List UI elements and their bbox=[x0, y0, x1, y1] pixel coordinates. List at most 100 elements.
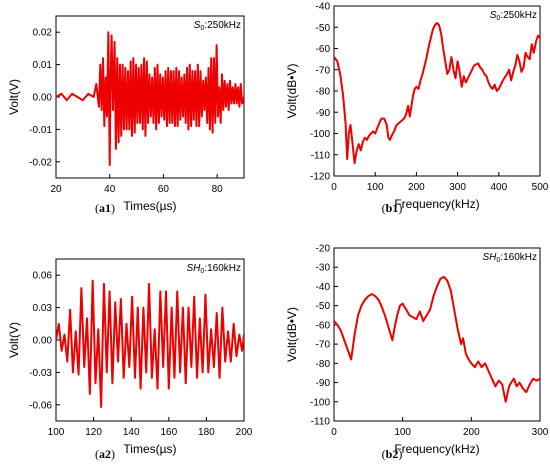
caption-letter: b bbox=[386, 447, 393, 461]
y-tick-label: 0.01 bbox=[33, 60, 53, 71]
y-tick-label: -90 bbox=[316, 378, 331, 389]
x-tick-label: 300 bbox=[449, 182, 466, 193]
caption-open: ( bbox=[382, 447, 386, 461]
x-tick-label: 0 bbox=[331, 182, 337, 193]
chart-a1: 20 40 60 80 -0.02 -0.01 0.00 0.01 0.02 Times(µs) V… bbox=[7, 15, 245, 215]
x-axis-label: Times(µs) bbox=[123, 442, 176, 456]
x-tick-label: 100 bbox=[367, 182, 384, 193]
chart-b1: 0 100 200 300 400 500 -120 -110 -100 -90 -80 -70 -60… bbox=[285, 2, 549, 216]
panel-caption-a1: (a1) bbox=[95, 201, 115, 215]
panel-caption-b1: (b1) bbox=[382, 201, 403, 215]
caption-close: ) bbox=[398, 201, 402, 215]
mode-annotation: SH0:160kHz bbox=[483, 252, 538, 264]
x-axis-label: Times(µs) bbox=[123, 199, 176, 213]
y-tick-label: -0.02 bbox=[29, 157, 52, 168]
y-tick-label: -50 bbox=[316, 23, 331, 34]
y-axis-label: Volt(V) bbox=[7, 79, 21, 115]
x-tick-label: 400 bbox=[490, 182, 507, 193]
caption-close: ) bbox=[398, 447, 402, 461]
x-tick-label: 40 bbox=[104, 184, 116, 195]
mode-annotation: SH0:160kHz bbox=[187, 263, 242, 275]
mode-frequency: :250kHz bbox=[500, 10, 537, 21]
mode-subscript: 0 bbox=[200, 268, 204, 275]
y-tick-label: -100 bbox=[310, 129, 330, 140]
x-tick-label: 20 bbox=[50, 184, 62, 195]
mode-subscript: 0 bbox=[200, 25, 204, 32]
mode-frequency: :250kHz bbox=[204, 20, 241, 31]
caption-digit: 1 bbox=[105, 201, 111, 215]
x-tick-label: 60 bbox=[158, 184, 170, 195]
caption-letter: a bbox=[99, 201, 105, 215]
y-tick-label: -40 bbox=[316, 2, 331, 13]
caption-letter: b bbox=[386, 201, 393, 215]
x-tick-label: 80 bbox=[212, 184, 224, 195]
mode-name: S bbox=[490, 10, 497, 21]
y-tick-label: -50 bbox=[316, 301, 331, 312]
x-tick-label: 0 bbox=[331, 427, 337, 438]
y-axis-label: Volt(dB•V) bbox=[285, 307, 299, 362]
mode-name: SH bbox=[187, 263, 202, 274]
y-tick-label: 0.03 bbox=[33, 303, 53, 314]
y-tick-label: -70 bbox=[316, 65, 331, 76]
caption-open: ( bbox=[95, 447, 99, 461]
y-tick-label: -110 bbox=[311, 150, 331, 161]
y-tick-label: 0.06 bbox=[33, 271, 53, 282]
y-tick-label: 0.00 bbox=[33, 93, 53, 104]
x-tick-label: 200 bbox=[408, 182, 425, 193]
panel-caption-b2: (b2) bbox=[382, 447, 403, 461]
panel-caption-a2: (a2) bbox=[95, 447, 115, 461]
y-axis-label: Volt(V) bbox=[7, 322, 21, 358]
y-tick-label: -120 bbox=[310, 172, 330, 183]
caption-digit: 1 bbox=[392, 201, 398, 215]
mode-annotation: S0:250kHz bbox=[490, 10, 537, 22]
mode-name: S bbox=[194, 20, 201, 31]
y-tick-label: -80 bbox=[316, 359, 331, 370]
y-tick-label: 0.00 bbox=[33, 336, 53, 347]
x-tick-label: 200 bbox=[463, 427, 480, 438]
y-tick-label: -60 bbox=[316, 44, 331, 55]
caption-digit: 2 bbox=[392, 447, 398, 461]
chart-a2: 100 120 140 160 180 200 -0.06 -0.03 0.00 0.03 0.06… bbox=[7, 258, 253, 461]
y-tick-label: -100 bbox=[310, 397, 330, 408]
mode-subscript: 0 bbox=[496, 15, 500, 22]
series-line bbox=[56, 31, 244, 167]
x-axis-label: Frequency(kHz) bbox=[394, 197, 479, 211]
x-tick-label: 120 bbox=[85, 427, 102, 438]
mode-frequency: :160kHz bbox=[204, 263, 241, 274]
caption-open: ( bbox=[382, 201, 386, 215]
x-tick-label: 100 bbox=[394, 427, 411, 438]
y-tick-label: -90 bbox=[316, 108, 331, 119]
y-tick-label: 0.02 bbox=[33, 28, 53, 39]
plot-frame bbox=[333, 5, 541, 177]
mode-subscript: 0 bbox=[496, 257, 500, 264]
y-axis-label: Volt(dB•V) bbox=[285, 64, 299, 119]
y-tick-label: -30 bbox=[316, 263, 331, 274]
y-tick-label: -0.01 bbox=[29, 125, 52, 136]
caption-close: ) bbox=[111, 447, 115, 461]
y-tick-label: -40 bbox=[316, 282, 331, 293]
caption-digit: 2 bbox=[105, 447, 111, 461]
series-line bbox=[334, 275, 540, 403]
x-tick-label: 100 bbox=[48, 427, 65, 438]
x-tick-label: 500 bbox=[532, 182, 549, 193]
x-tick-label: 160 bbox=[160, 427, 177, 438]
x-tick-label: 140 bbox=[123, 427, 140, 438]
y-tick-label: -70 bbox=[316, 340, 331, 351]
caption-open: ( bbox=[95, 201, 99, 215]
y-tick-label: -0.06 bbox=[29, 400, 52, 411]
series-line bbox=[56, 279, 244, 408]
x-axis-label: Frequency(kHz) bbox=[394, 442, 479, 456]
y-tick-label: -60 bbox=[316, 320, 331, 331]
plot-frame bbox=[333, 247, 541, 422]
y-tick-label: -110 bbox=[311, 417, 331, 428]
mode-name: SH bbox=[483, 252, 498, 263]
x-tick-label: 200 bbox=[236, 427, 253, 438]
y-tick-label: -20 bbox=[316, 244, 331, 255]
caption-close: ) bbox=[111, 201, 115, 215]
y-tick-label: -80 bbox=[316, 87, 331, 98]
mode-frequency: :160kHz bbox=[500, 252, 537, 263]
series-line bbox=[334, 22, 540, 165]
y-tick-label: -0.03 bbox=[29, 368, 52, 379]
chart-b2: 0 100 200 300 -110 -100 -90 -80 -70 -60 -50 -40 -30 -… bbox=[285, 244, 549, 462]
